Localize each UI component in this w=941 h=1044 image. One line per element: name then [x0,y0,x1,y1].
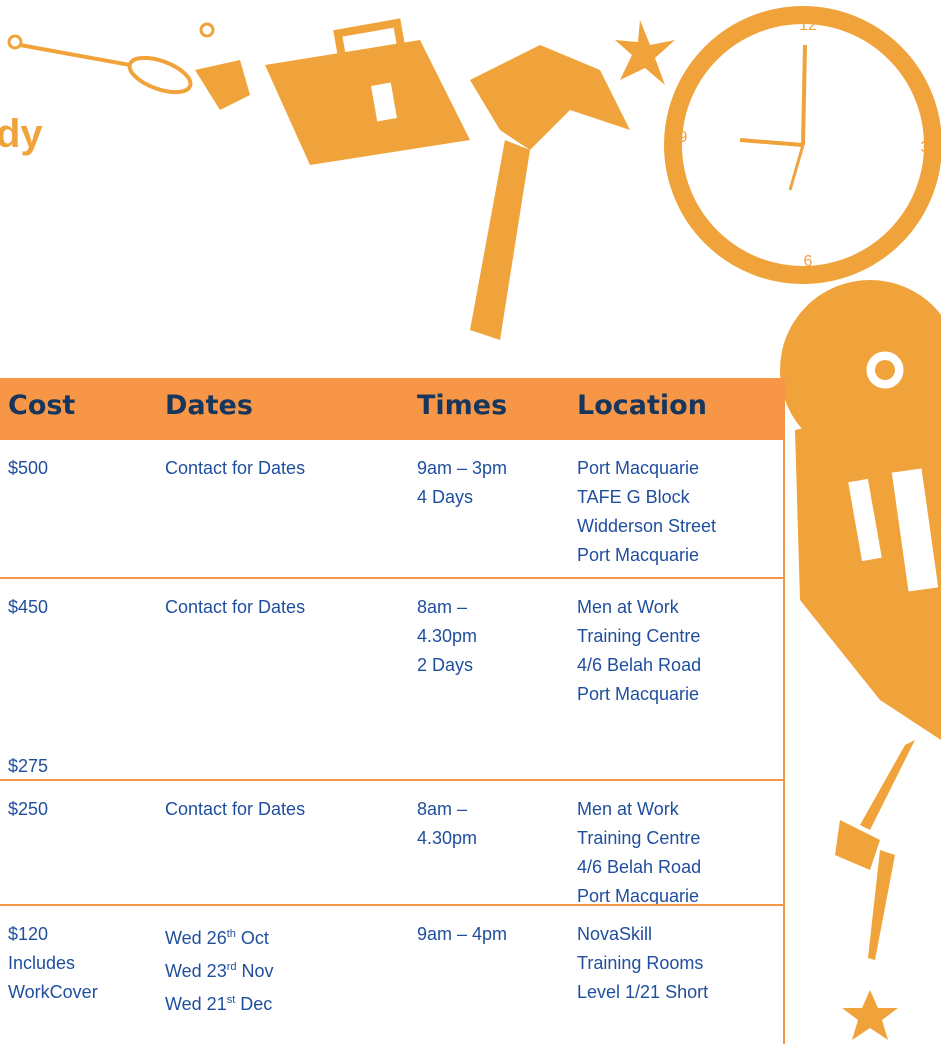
cost-footer: $275 [8,756,49,776]
date-line: Contact for Dates [165,454,305,483]
header-cell: Dates [165,390,253,421]
times-line: 4.30pm [417,828,478,848]
times-line: 9am – 4pm [417,924,508,944]
location-cell: Port Macquarie TAFE G Block Widderson Stre… [577,454,716,570]
location-line: 4/6 Belah Road [577,857,702,877]
dates-cell: Contact for Dates [165,454,305,483]
date-line: Contact for Dates [165,795,305,824]
location-line: Level 1/21 Short [577,982,709,1002]
cost-cell: $250 [8,795,48,824]
date-text: Oct [235,928,269,948]
times-line: 9am – 3pm [417,458,508,478]
table-row: $250 Contact for Dates 8am – 4.30pm Men at W… [0,779,785,906]
cost-line: $120 [8,924,49,944]
times-line: 4 Days [417,487,474,507]
times-line: 2 Days [417,655,474,675]
location-line: Port Macquarie [577,545,700,565]
times-cell: 8am – 4.30pm 2 Days [417,593,477,680]
table-row: $120 Includes WorkCover Wed 26th Oct Wed 23r… [0,904,785,1044]
location-line: 4/6 Belah Road [577,655,702,675]
dates-cell: Contact for Dates [165,795,305,824]
cost-line: $450 [8,597,49,617]
cost-cell: $450 [8,593,48,622]
date-text: Contact for Dates [165,597,306,617]
location-cell: Men at Work Training Centre 4/6 Belah Road… [577,593,701,709]
date-text: Wed 23 [165,961,227,981]
date-text: Dec [235,994,273,1014]
clock-number: 6 [804,253,813,270]
date-line: Contact for Dates [165,593,305,622]
times-line: 8am – [417,597,468,617]
location-cell: NovaSkill Training Rooms Level 1/21 Short [577,920,708,1007]
date-suffix: rd [226,961,237,973]
location-line: Port Macquarie [577,458,700,478]
location-line: Men at Work [577,597,679,617]
date-line: Wed 21st Dec [165,986,274,1019]
location-line: Port Macquarie [577,684,700,704]
date-text: Wed 21 [165,994,227,1014]
date-line: Wed 23rd Nov [165,953,274,986]
cost-cell: $120 Includes WorkCover [8,920,98,1007]
header-row: Cost Dates Times Location [0,378,785,438]
location-cell: Men at Work Training Centre 4/6 Belah Road… [577,795,701,911]
dates-cell: Contact for Dates [165,593,305,622]
times-line: 4.30pm [417,626,478,646]
clock-number: 12 [799,17,817,34]
clock-number: 9 [679,129,688,146]
location-line: Training Centre [577,828,701,848]
header-cell: Location [577,390,707,421]
date-line: Wed 26th Oct [165,920,274,953]
date-suffix: th [226,928,236,940]
location-line: Widderson Street [577,516,717,536]
times-cell: 9am – 4pm [417,920,507,949]
header-cell: Cost [8,390,76,421]
location-line: Training Rooms [577,953,704,973]
dates-cell: Wed 26th Oct Wed 23rd Nov Wed 21st Dec [165,920,274,1019]
course-table: Cost Dates Times Location $500 Contact for Da… [0,378,785,1044]
cost-line: $500 [8,458,49,478]
times-cell: 8am – 4.30pm [417,795,477,853]
times-cell: 9am – 3pm 4 Days [417,454,507,512]
cost-line: Includes [8,953,76,973]
location-line: NovaSkill [577,924,653,944]
header-cell: Times [417,390,508,421]
date-text: Nov [236,961,274,981]
cost-line: $250 [8,799,49,819]
location-line: Training Centre [577,626,701,646]
date-text: Contact for Dates [165,458,306,478]
times-line: 8am – [417,799,468,819]
table-row: $450 Contact for Dates 8am – 4.30pm 2 Days Me… [0,577,785,779]
location-line: Men at Work [577,799,679,819]
cost-line: WorkCover [8,982,98,1002]
heading-fragment: dy [0,112,43,156]
table-row: $500 Contact for Dates 9am – 3pm 4 Days Port… [0,438,785,577]
date-text: Contact for Dates [165,799,306,819]
date-suffix: st [226,994,236,1006]
date-text: Wed 26 [165,928,227,948]
cost-cell: $500 [8,454,48,483]
location-line: Port Macquarie [577,886,700,906]
location-line: TAFE G Block [577,487,690,507]
clock-number: 3 [921,139,930,156]
